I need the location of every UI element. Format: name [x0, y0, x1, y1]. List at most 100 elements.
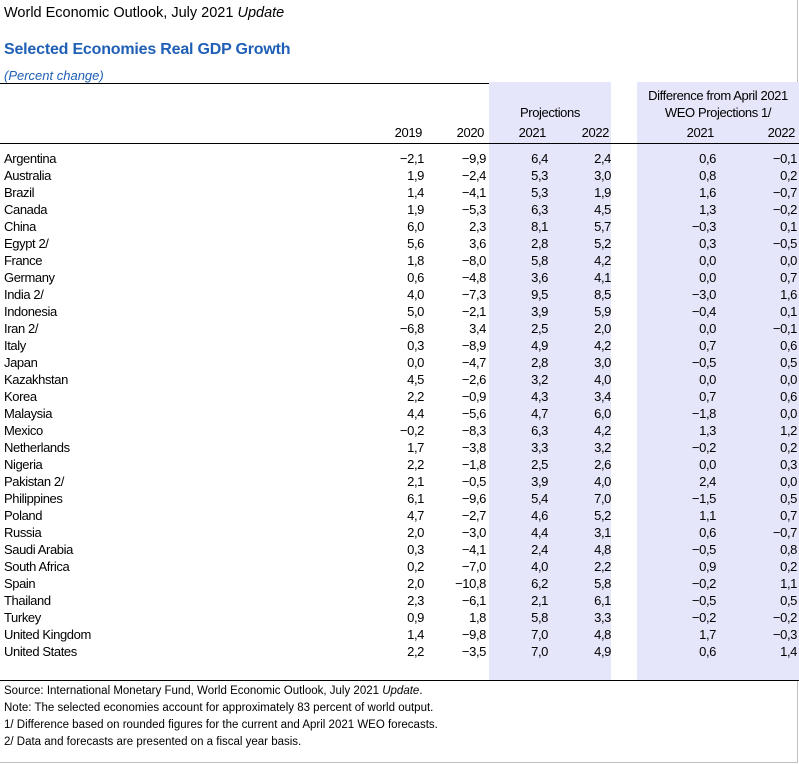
- col-header-proj-2021: 2021: [518, 125, 547, 140]
- proj-2021-cell: 5,8: [531, 253, 548, 268]
- table-row: Nigeria 2,2 −1,8 2,5 2,6 0,0 0,3: [0, 456, 799, 473]
- value-2020-cell: −2,1: [461, 304, 486, 319]
- proj-2022-cell: 4,2: [594, 338, 611, 353]
- proj-2022-cell: 2,4: [594, 151, 611, 166]
- value-2020-cell: −4,1: [461, 542, 486, 557]
- proj-2021-cell: 5,3: [531, 168, 548, 183]
- data-table-body: Argentina −2,1 −9,9 6,4 2,4 0,6 −0,1 Australia 1…: [0, 150, 799, 660]
- value-2019-cell: 4,4: [407, 406, 424, 421]
- table-row: Poland 4,7 −2,7 4,6 5,2 1,1 0,7: [0, 507, 799, 524]
- diff-2021-cell: −0,2: [691, 440, 716, 455]
- value-2020-cell: −3,8: [461, 440, 486, 455]
- table-row: India 2/4,0 −7,3 9,5 8,5 −3,0 1,6: [0, 286, 799, 303]
- country-name: France: [4, 253, 43, 268]
- diff-2021-cell: 1,1: [699, 508, 716, 523]
- diff-2021-cell: 0,6: [699, 151, 716, 166]
- value-2020-cell: 2,3: [469, 219, 486, 234]
- value-2020-cell: 1,8: [469, 610, 486, 625]
- diff-2022-cell: 0,6: [780, 338, 797, 353]
- table-divider-bottom: [0, 680, 799, 681]
- diff-2021-cell: −0,2: [691, 610, 716, 625]
- diff-2022-cell: 1,2: [780, 423, 797, 438]
- diff-2022-cell: −0,7: [772, 185, 797, 200]
- proj-2021-cell: 4,7: [531, 406, 548, 421]
- country-name: Japan: [4, 355, 38, 370]
- proj-2022-cell: 5,9: [594, 304, 611, 319]
- value-2020-cell: −3,0: [461, 525, 486, 540]
- value-2019-cell: −2,1: [399, 151, 424, 166]
- value-2019-cell: 6,1: [407, 491, 424, 506]
- value-2020-cell: −7,0: [461, 559, 486, 574]
- proj-2022-cell: 4,2: [594, 253, 611, 268]
- diff-2022-cell: 0,5: [780, 491, 797, 506]
- diff-2021-cell: −0,5: [691, 593, 716, 608]
- diff-2022-cell: 0,5: [780, 355, 797, 370]
- diff-2022-cell: 1,6: [780, 287, 797, 302]
- proj-2021-cell: 5,8: [531, 610, 548, 625]
- proj-2021-cell: 4,9: [531, 338, 548, 353]
- diff-2022-cell: 0,8: [780, 542, 797, 557]
- diff-2021-cell: 0,6: [699, 525, 716, 540]
- diff-2021-cell: 0,0: [699, 253, 716, 268]
- projections-label: Projections: [520, 105, 580, 120]
- value-2019-cell: 4,0: [407, 287, 424, 302]
- proj-2022-cell: 8,5: [594, 287, 611, 302]
- country-name: Philippines: [4, 491, 63, 506]
- proj-2021-cell: 5,3: [531, 185, 548, 200]
- value-2020-cell: −0,5: [461, 474, 486, 489]
- source-suffix: Update: [382, 685, 420, 697]
- table-row: Saudi Arabia 0,3 −4,1 2,4 4,8 −0,5 0,8: [0, 541, 799, 558]
- value-2019-cell: 5,0: [407, 304, 424, 319]
- diff-2021-cell: −1,5: [691, 491, 716, 506]
- value-2019-cell: 1,9: [407, 202, 424, 217]
- proj-2022-cell: 2,6: [594, 457, 611, 472]
- proj-2021-cell: 2,5: [531, 457, 548, 472]
- value-2020-cell: 3,6: [469, 236, 486, 251]
- value-2020-cell: −5,6: [461, 406, 486, 421]
- proj-2022-cell: 6,1: [594, 593, 611, 608]
- value-2019-cell: 2,2: [407, 644, 424, 659]
- diff-2021-cell: 0,0: [699, 372, 716, 387]
- footnote-2: 2/ Data and forecasts are presented on a…: [4, 736, 302, 748]
- country-name: Korea: [4, 389, 37, 404]
- diff-2022-cell: 0,5: [780, 593, 797, 608]
- proj-2021-cell: 4,0: [531, 559, 548, 574]
- diff-2021-cell: 0,6: [699, 644, 716, 659]
- table-row: Canada 1,9 −5,3 6,3 4,5 1,3 −0,2: [0, 201, 799, 218]
- value-2019-cell: 2,3: [407, 593, 424, 608]
- value-2020-cell: −4,1: [461, 185, 486, 200]
- proj-2021-cell: 7,0: [531, 644, 548, 659]
- table-row: France 1,8 −8,0 5,8 4,2 0,0 0,0: [0, 252, 799, 269]
- country-name: Netherlands: [4, 440, 70, 455]
- diff-2021-cell: −3,0: [691, 287, 716, 302]
- diff-2021-cell: −0,5: [691, 542, 716, 557]
- country-name: Nigeria: [4, 457, 43, 472]
- diff-2022-cell: −0,7: [772, 525, 797, 540]
- value-2019-cell: 2,0: [407, 525, 424, 540]
- table-row: Japan 0,0 −4,7 2,8 3,0 −0,5 0,5: [0, 354, 799, 371]
- proj-2022-cell: 5,8: [594, 576, 611, 591]
- proj-2021-cell: 4,6: [531, 508, 548, 523]
- country-name: India 2/: [4, 287, 44, 302]
- country-name: Australia: [4, 168, 51, 183]
- proj-2021-cell: 9,5: [531, 287, 548, 302]
- country-name: United Kingdom: [4, 627, 91, 642]
- country-name: Iran 2/: [4, 321, 39, 336]
- proj-2022-cell: 4,8: [594, 542, 611, 557]
- difference-label-line2: WEO Projections 1/: [664, 105, 772, 120]
- country-name: Brazil: [4, 185, 35, 200]
- value-2020-cell: −4,8: [461, 270, 486, 285]
- diff-2022-cell: −0,1: [772, 321, 797, 336]
- country-name: Saudi Arabia: [4, 542, 73, 557]
- value-2020-cell: −10,8: [455, 576, 486, 591]
- diff-2022-cell: −0,3: [772, 627, 797, 642]
- diff-2022-cell: −0,5: [772, 236, 797, 251]
- value-2020-cell: −2,7: [461, 508, 486, 523]
- table-row: Philippines 6,1 −9,6 5,4 7,0 −1,5 0,5: [0, 490, 799, 507]
- diff-2021-cell: 0,0: [699, 270, 716, 285]
- diff-2022-cell: 0,0: [780, 253, 797, 268]
- proj-2022-cell: 3,4: [594, 389, 611, 404]
- proj-2021-cell: 3,9: [531, 304, 548, 319]
- difference-shading: [637, 82, 799, 680]
- page-subtitle: (Percent change): [4, 68, 104, 83]
